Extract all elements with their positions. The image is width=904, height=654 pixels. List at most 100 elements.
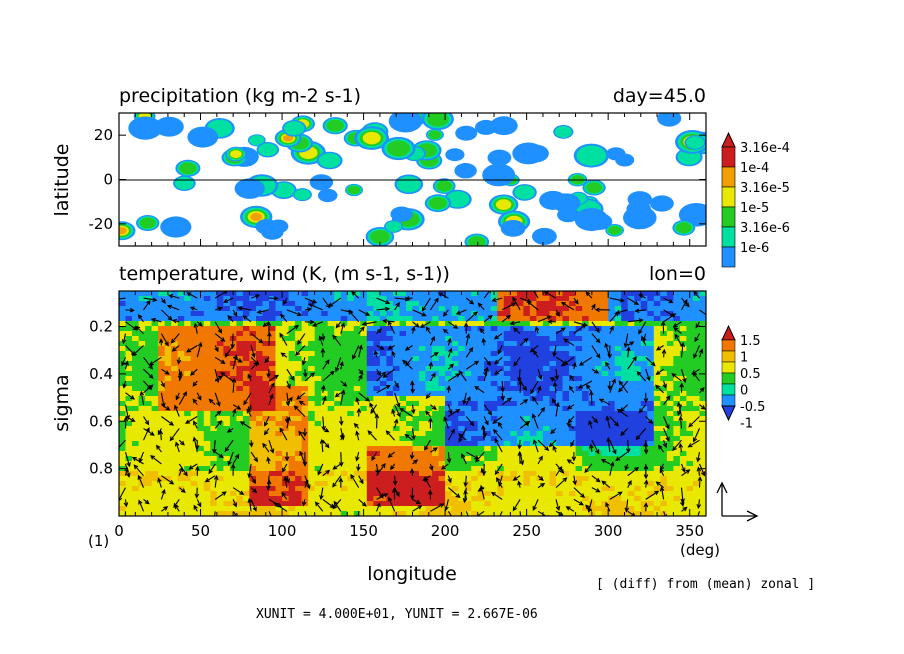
wind-arrowhead xyxy=(329,370,335,376)
wind-arrow xyxy=(268,374,279,382)
temp-cell xyxy=(132,501,140,507)
temp-cell xyxy=(340,406,348,412)
temp-cell xyxy=(666,501,674,507)
temp-cell xyxy=(256,361,264,367)
wind-arrowhead xyxy=(405,361,410,367)
temp-cell xyxy=(236,366,244,372)
temp-cell xyxy=(242,446,250,452)
temp-cell xyxy=(158,346,166,352)
temp-cell xyxy=(425,386,433,392)
temp-cell xyxy=(171,331,179,337)
temp-cell xyxy=(634,476,642,482)
temp-cell xyxy=(666,336,674,342)
temp-cell xyxy=(458,341,466,347)
temp-cell xyxy=(119,486,127,492)
precip-ylabel: latitude xyxy=(51,144,73,217)
temp-cell xyxy=(366,351,374,357)
temp-cell xyxy=(119,446,127,452)
temp-cell xyxy=(529,401,537,407)
temp-cell xyxy=(523,491,531,497)
temp-cell xyxy=(614,291,622,297)
wind-arrowhead xyxy=(409,454,415,460)
temp-cell xyxy=(386,481,394,487)
temp-cell xyxy=(256,386,264,392)
precip-cell xyxy=(309,174,334,191)
temp-cell xyxy=(386,471,394,477)
wind-arrowhead xyxy=(232,502,237,508)
temp-cell xyxy=(699,501,706,507)
temp-cell xyxy=(295,401,303,407)
temp-cell xyxy=(666,506,674,512)
temp-cell xyxy=(523,386,531,392)
temp-cell xyxy=(177,316,185,322)
temp-cell xyxy=(451,481,459,487)
temp-cell xyxy=(660,506,668,512)
temp-cell xyxy=(679,461,687,467)
temp-cell xyxy=(660,386,668,392)
temp-cell xyxy=(334,381,342,387)
temp-cell xyxy=(621,486,629,492)
wind-arrowhead xyxy=(242,315,248,320)
temp-cell xyxy=(575,441,583,447)
temp-cell xyxy=(412,291,420,297)
temp-cell xyxy=(275,341,283,347)
wind-arrowhead xyxy=(297,340,302,345)
temp-cell xyxy=(177,386,185,392)
precip-cell xyxy=(552,193,581,213)
temp-cell xyxy=(647,506,655,512)
wind-arrowhead xyxy=(338,477,344,483)
temp-cell xyxy=(236,291,244,297)
precip-cell xyxy=(436,180,453,192)
temp-cell xyxy=(614,301,622,307)
wind-arrowhead xyxy=(273,502,279,507)
temp-cell xyxy=(184,381,192,387)
temp-cell xyxy=(132,491,140,497)
temp-cell xyxy=(138,356,146,362)
temp-cell xyxy=(203,396,211,402)
temp-cell xyxy=(256,471,264,477)
wind-arrow xyxy=(376,463,386,477)
temp-cell xyxy=(269,421,277,427)
temp-cell xyxy=(503,366,511,372)
temp-cell xyxy=(536,301,544,307)
temp-cell xyxy=(503,501,511,507)
temp-cell xyxy=(340,411,348,417)
temp-cell xyxy=(119,316,127,322)
precip-cell xyxy=(482,163,516,187)
temp-cell xyxy=(184,486,192,492)
wind-arrowhead xyxy=(129,395,136,400)
temp-cell xyxy=(497,466,505,472)
temp-cell xyxy=(269,471,277,477)
temp-cell xyxy=(236,451,244,457)
temp-cell xyxy=(614,486,622,492)
temp-cell xyxy=(614,361,622,367)
temp-cell xyxy=(295,461,303,467)
temp-cell xyxy=(575,316,583,322)
temp-cell xyxy=(542,421,550,427)
temp-cell xyxy=(588,411,596,417)
temp-cell xyxy=(588,311,596,317)
temp-cell xyxy=(366,311,374,317)
temp-cell xyxy=(503,316,511,322)
wind-arrowhead xyxy=(150,317,156,323)
temp-cell xyxy=(216,321,224,327)
wind-arrowhead xyxy=(223,291,228,295)
wind-arrow xyxy=(332,475,342,488)
temp-cell xyxy=(151,331,159,337)
temp-cell xyxy=(679,491,687,497)
temp-cell xyxy=(471,346,479,352)
temp-cell xyxy=(582,341,590,347)
temp-cell xyxy=(327,356,335,362)
temp-cell xyxy=(516,306,524,312)
temp-cell xyxy=(497,301,505,307)
temp-cell xyxy=(608,471,616,477)
temp-cell xyxy=(119,376,127,382)
temp-cell xyxy=(464,411,472,417)
temp-cell xyxy=(562,421,570,427)
precip-cell xyxy=(522,149,543,164)
temp-cell xyxy=(412,436,420,442)
temp-cell xyxy=(262,416,270,422)
temp-cell xyxy=(679,321,687,327)
temp-cell xyxy=(647,306,655,312)
temp-cell xyxy=(582,436,590,442)
